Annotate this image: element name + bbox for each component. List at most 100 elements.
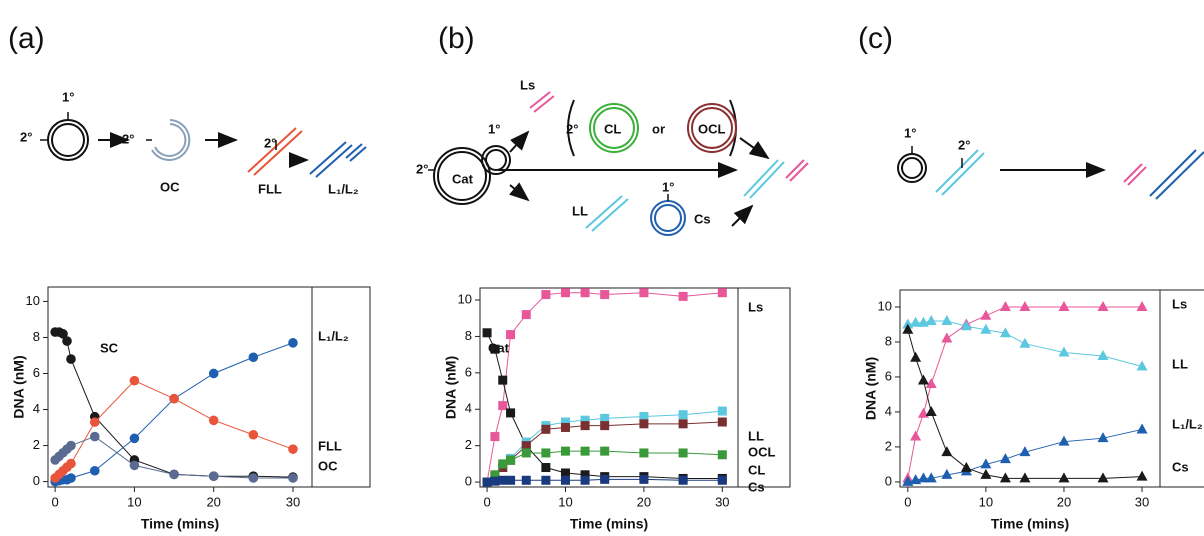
- data-point: [600, 475, 609, 484]
- y-tick-label: 8: [885, 333, 892, 348]
- data-point: [679, 292, 688, 301]
- data-point: [941, 332, 952, 342]
- data-point: [249, 352, 259, 362]
- data-point: [130, 461, 140, 471]
- series-label: Ls: [1172, 296, 1187, 311]
- data-point: [639, 448, 648, 457]
- data-point: [581, 421, 590, 430]
- series-line: [55, 332, 293, 477]
- data-point: [483, 328, 492, 337]
- data-point: [90, 432, 100, 442]
- diagram-label: OC: [160, 179, 180, 194]
- data-point: [498, 459, 507, 468]
- data-point: [581, 288, 590, 297]
- data-point: [169, 470, 179, 480]
- data-point: [1137, 301, 1148, 311]
- plot-frame: [48, 287, 370, 487]
- data-point: [506, 456, 515, 465]
- data-point: [1019, 338, 1030, 348]
- series-label: L₁/L₂: [318, 328, 349, 343]
- data-point: [522, 448, 531, 457]
- series-label: FLL: [318, 438, 342, 453]
- data-point: [522, 310, 531, 319]
- y-tick-label: 0: [33, 473, 40, 488]
- data-point: [1019, 301, 1030, 311]
- data-point: [679, 448, 688, 457]
- data-point: [718, 476, 727, 485]
- panel-label: (c): [858, 22, 893, 55]
- y-axis-label: DNA (nM): [443, 356, 459, 419]
- data-point: [130, 434, 140, 444]
- data-point: [541, 448, 550, 457]
- diagram-label: CL: [604, 121, 621, 136]
- y-tick-label: 8: [465, 328, 472, 343]
- data-point: [541, 425, 550, 434]
- y-tick-label: 10: [878, 298, 892, 313]
- data-point: [639, 419, 648, 428]
- series-label: Cs: [1172, 459, 1189, 474]
- diagram-label: OCL: [698, 121, 726, 136]
- data-point: [639, 288, 648, 297]
- y-tick-label: 2: [885, 438, 892, 453]
- data-point: [600, 290, 609, 299]
- data-point: [961, 462, 972, 472]
- data-point: [941, 446, 952, 456]
- diagram-label: 2°: [264, 135, 276, 150]
- data-point: [66, 354, 76, 364]
- diagram-label: 1°: [488, 121, 500, 136]
- y-tick-label: 8: [33, 329, 40, 344]
- y-tick-label: 6: [33, 365, 40, 380]
- data-point: [66, 441, 76, 451]
- series-label: L₁/L₂: [1172, 416, 1203, 431]
- y-tick-label: 10: [26, 293, 40, 308]
- y-tick-label: 6: [465, 364, 472, 379]
- data-point: [90, 466, 100, 476]
- y-tick-label: 0: [885, 473, 892, 488]
- data-point: [561, 423, 570, 432]
- data-point: [483, 478, 492, 487]
- series-label: SC: [100, 340, 119, 355]
- x-axis-label: Time (mins): [141, 516, 219, 532]
- y-tick-label: 0: [465, 474, 472, 489]
- data-point: [288, 444, 298, 454]
- series-label: CL: [748, 462, 765, 477]
- data-point: [506, 408, 515, 417]
- x-tick-label: 10: [127, 494, 141, 509]
- data-point: [679, 419, 688, 428]
- data-point: [1058, 436, 1069, 446]
- data-point: [561, 476, 570, 485]
- y-tick-label: 2: [33, 437, 40, 452]
- y-tick-label: 4: [33, 401, 40, 416]
- diagram-a: [40, 112, 366, 177]
- data-point: [926, 406, 937, 416]
- series-label: LL: [1172, 356, 1188, 371]
- data-point: [522, 476, 531, 485]
- data-point: [1098, 301, 1109, 311]
- data-point: [209, 471, 219, 481]
- data-point: [1058, 301, 1069, 311]
- data-point: [541, 476, 550, 485]
- diagram-label: LL: [572, 203, 588, 218]
- diagram-label: L₁/L₂: [328, 181, 359, 196]
- diagram-label: or: [652, 121, 665, 136]
- data-point: [498, 476, 507, 485]
- diagram-label: 1°: [62, 89, 74, 104]
- data-point: [600, 447, 609, 456]
- x-tick-label: 0: [52, 494, 59, 509]
- diagram-label: Cs: [694, 211, 711, 226]
- x-tick-label: 10: [979, 494, 993, 509]
- panel-label: (a): [8, 22, 45, 55]
- data-point: [130, 376, 140, 386]
- data-point: [926, 315, 937, 325]
- data-point: [581, 476, 590, 485]
- series-label: OC: [318, 458, 338, 473]
- data-point: [718, 288, 727, 297]
- y-axis-label: DNA (nM): [863, 357, 879, 420]
- figure: (a) (b) (c): [0, 0, 1204, 536]
- data-point: [1019, 472, 1030, 482]
- data-point: [918, 374, 929, 384]
- panel-label: (b): [438, 22, 475, 55]
- data-point: [561, 447, 570, 456]
- diagram-label: 1°: [662, 179, 674, 194]
- data-point: [541, 290, 550, 299]
